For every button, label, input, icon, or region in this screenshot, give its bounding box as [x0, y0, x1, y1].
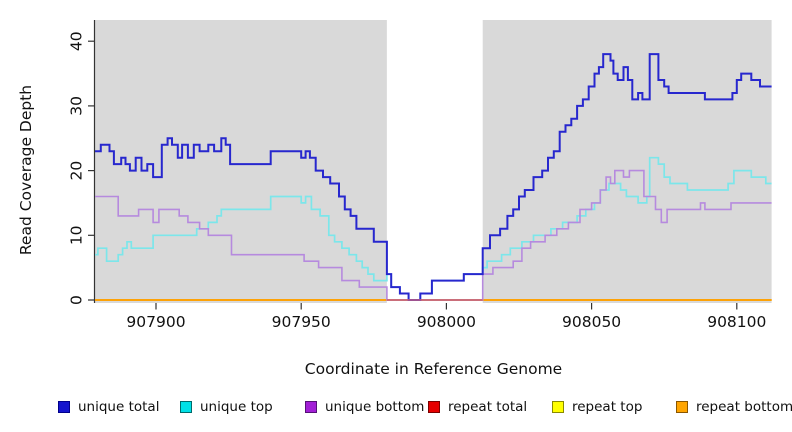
x-tick-label: 908100: [707, 313, 766, 331]
legend: unique total unique top unique bottom re…: [0, 398, 792, 418]
y-tick-label: 0: [67, 295, 85, 305]
y-axis-title-wrap: Read Coverage Depth: [6, 0, 46, 340]
legend-label: repeat bottom: [696, 399, 792, 415]
x-tick-label: 908050: [562, 313, 621, 331]
y-tick-label: 10: [67, 225, 85, 245]
legend-item-unique-total: unique total: [58, 398, 159, 416]
y-axis-title: Read Coverage Depth: [17, 84, 35, 256]
series-unique-bottom: [95, 169, 772, 301]
repeat-top-swatch-icon: [552, 401, 564, 413]
x-tick-label: 908000: [417, 313, 476, 331]
legend-item-repeat-bottom: repeat bottom: [676, 398, 792, 416]
legend-label: repeat total: [448, 399, 528, 415]
legend-label: unique top: [200, 399, 273, 415]
unique-bottom-swatch-icon: [305, 401, 317, 413]
unique-total-swatch-icon: [58, 401, 70, 413]
x-tick-label: 907900: [126, 313, 185, 331]
x-axis-title: Coordinate in Reference Genome: [304, 360, 563, 378]
x-tick-label: 907950: [272, 313, 331, 331]
legend-label: unique total: [78, 399, 160, 415]
legend-item-unique-top: unique top: [180, 398, 273, 416]
legend-item-unique-bottom: unique bottom: [305, 398, 424, 416]
legend-label: unique bottom: [325, 399, 425, 415]
legend-label: repeat top: [572, 399, 643, 415]
legend-item-repeat-total: repeat total: [428, 398, 527, 416]
legend-item-repeat-top: repeat top: [552, 398, 642, 416]
coverage-plot: 0 10 20 30 40 907900 907950 908000 908050 908100: [67, 20, 772, 331]
series-unique-total: [95, 53, 772, 301]
highlight-band: [386, 20, 483, 303]
y-tick-label: 20: [67, 161, 85, 181]
y-tick-label: 40: [67, 31, 85, 51]
unique-top-swatch-icon: [180, 401, 192, 413]
repeat-bottom-swatch-icon: [676, 401, 688, 413]
repeat-total-swatch-icon: [428, 401, 440, 413]
y-tick-label: 30: [67, 96, 85, 116]
